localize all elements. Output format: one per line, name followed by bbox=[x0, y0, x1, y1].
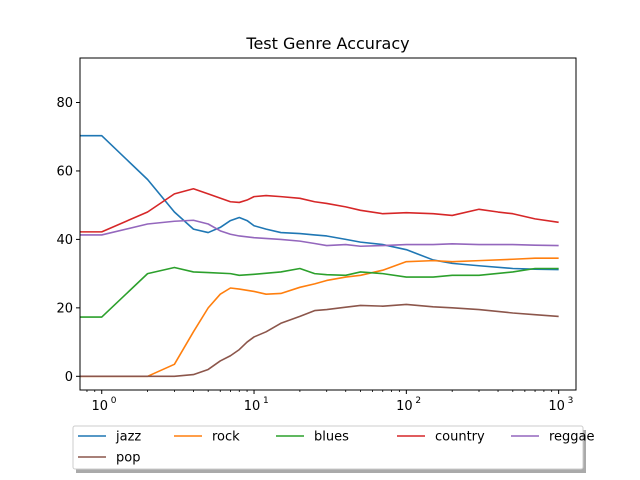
legend-label-country: country bbox=[435, 430, 485, 445]
x-tick-label-2: 10 bbox=[396, 399, 413, 414]
x-tick-label-3: 10 bbox=[548, 399, 565, 414]
y-tick-label-4: 80 bbox=[56, 96, 73, 111]
x-axis: 10 0 10 1 10 2 10 3 bbox=[86, 390, 574, 414]
y-axis: 0 20 40 60 80 bbox=[56, 96, 80, 385]
y-tick-label-0: 0 bbox=[65, 370, 73, 385]
y-tick-label-2: 40 bbox=[56, 233, 73, 248]
y-tick-label-1: 20 bbox=[56, 301, 73, 316]
series-line-reggae bbox=[80, 219, 559, 248]
y-tick-label-3: 60 bbox=[56, 164, 73, 179]
chart-title: Test Genre Accuracy bbox=[245, 34, 409, 53]
series-line-pop bbox=[80, 303, 559, 378]
series-line-blues bbox=[80, 266, 559, 318]
x-tick-exponent-1: 1 bbox=[263, 396, 269, 406]
x-tick-exponent-2: 2 bbox=[415, 396, 421, 406]
axes-frame bbox=[79, 57, 577, 391]
legend-label-blues: blues bbox=[314, 430, 349, 445]
x-tick-exponent-0: 0 bbox=[111, 396, 117, 406]
legend: jazz rock blues country reggae pop bbox=[72, 425, 595, 473]
legend-label-reggae: reggae bbox=[549, 430, 595, 445]
legend-label-rock: rock bbox=[212, 430, 240, 445]
series-line-country bbox=[80, 187, 559, 233]
series-line-rock bbox=[80, 257, 559, 378]
x-tick-label-0: 10 bbox=[91, 399, 108, 414]
plot-lines bbox=[80, 134, 559, 378]
legend-label-pop: pop bbox=[116, 451, 140, 466]
legend-label-jazz: jazz bbox=[115, 430, 141, 445]
x-tick-exponent-3: 3 bbox=[568, 396, 574, 406]
series-line-jazz bbox=[80, 134, 559, 271]
legend-items: jazz rock blues country reggae pop bbox=[78, 430, 595, 466]
x-tick-label-1: 10 bbox=[244, 399, 261, 414]
